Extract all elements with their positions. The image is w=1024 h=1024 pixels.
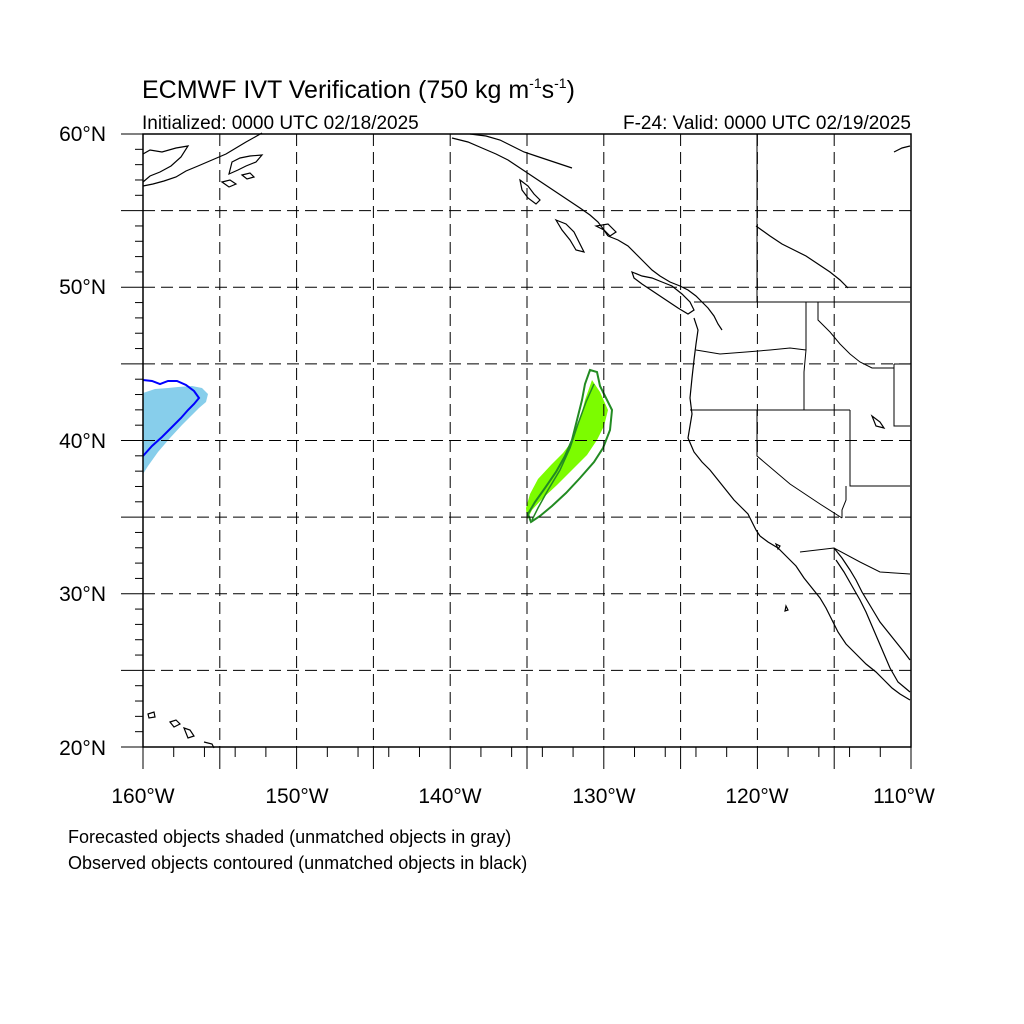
lat-label-20N: 20°N xyxy=(59,737,106,760)
lat-label-30N: 30°N xyxy=(59,583,106,606)
map-plot-area xyxy=(121,132,912,769)
graticule xyxy=(143,134,911,747)
figure-title: ECMWF IVT Verification (750 kg m-1s-1) xyxy=(142,75,575,104)
valid-time-label: F-24: Valid: 0000 UTC 02/19/2025 xyxy=(623,113,911,134)
caption-forecast: Forecasted objects shaded (unmatched obj… xyxy=(68,827,511,847)
lon-label-110W: 110°W xyxy=(873,785,935,808)
axis-ticks xyxy=(121,133,912,769)
lat-label-60N: 60°N xyxy=(59,123,106,146)
coastlines xyxy=(142,132,911,749)
lon-label-120W: 120°W xyxy=(725,785,788,808)
lon-label-150W: 150°W xyxy=(265,785,328,808)
lat-label-40N: 40°N xyxy=(59,430,106,453)
lat-label-50N: 50°N xyxy=(59,276,106,299)
lon-label-130W: 130°W xyxy=(572,785,635,808)
forecast-object-1-shading xyxy=(143,386,208,474)
lon-label-160W: 160°W xyxy=(111,785,174,808)
caption-observed: Observed objects contoured (unmatched ob… xyxy=(68,853,527,873)
political-boundaries xyxy=(690,134,911,575)
init-time-label: Initialized: 0000 UTC 02/18/2025 xyxy=(142,113,419,134)
observed-object-1-contour xyxy=(142,379,201,457)
observed-object-2-axis xyxy=(531,383,595,521)
observed-object-2-contour xyxy=(526,368,614,524)
lon-label-140W: 140°W xyxy=(418,785,481,808)
